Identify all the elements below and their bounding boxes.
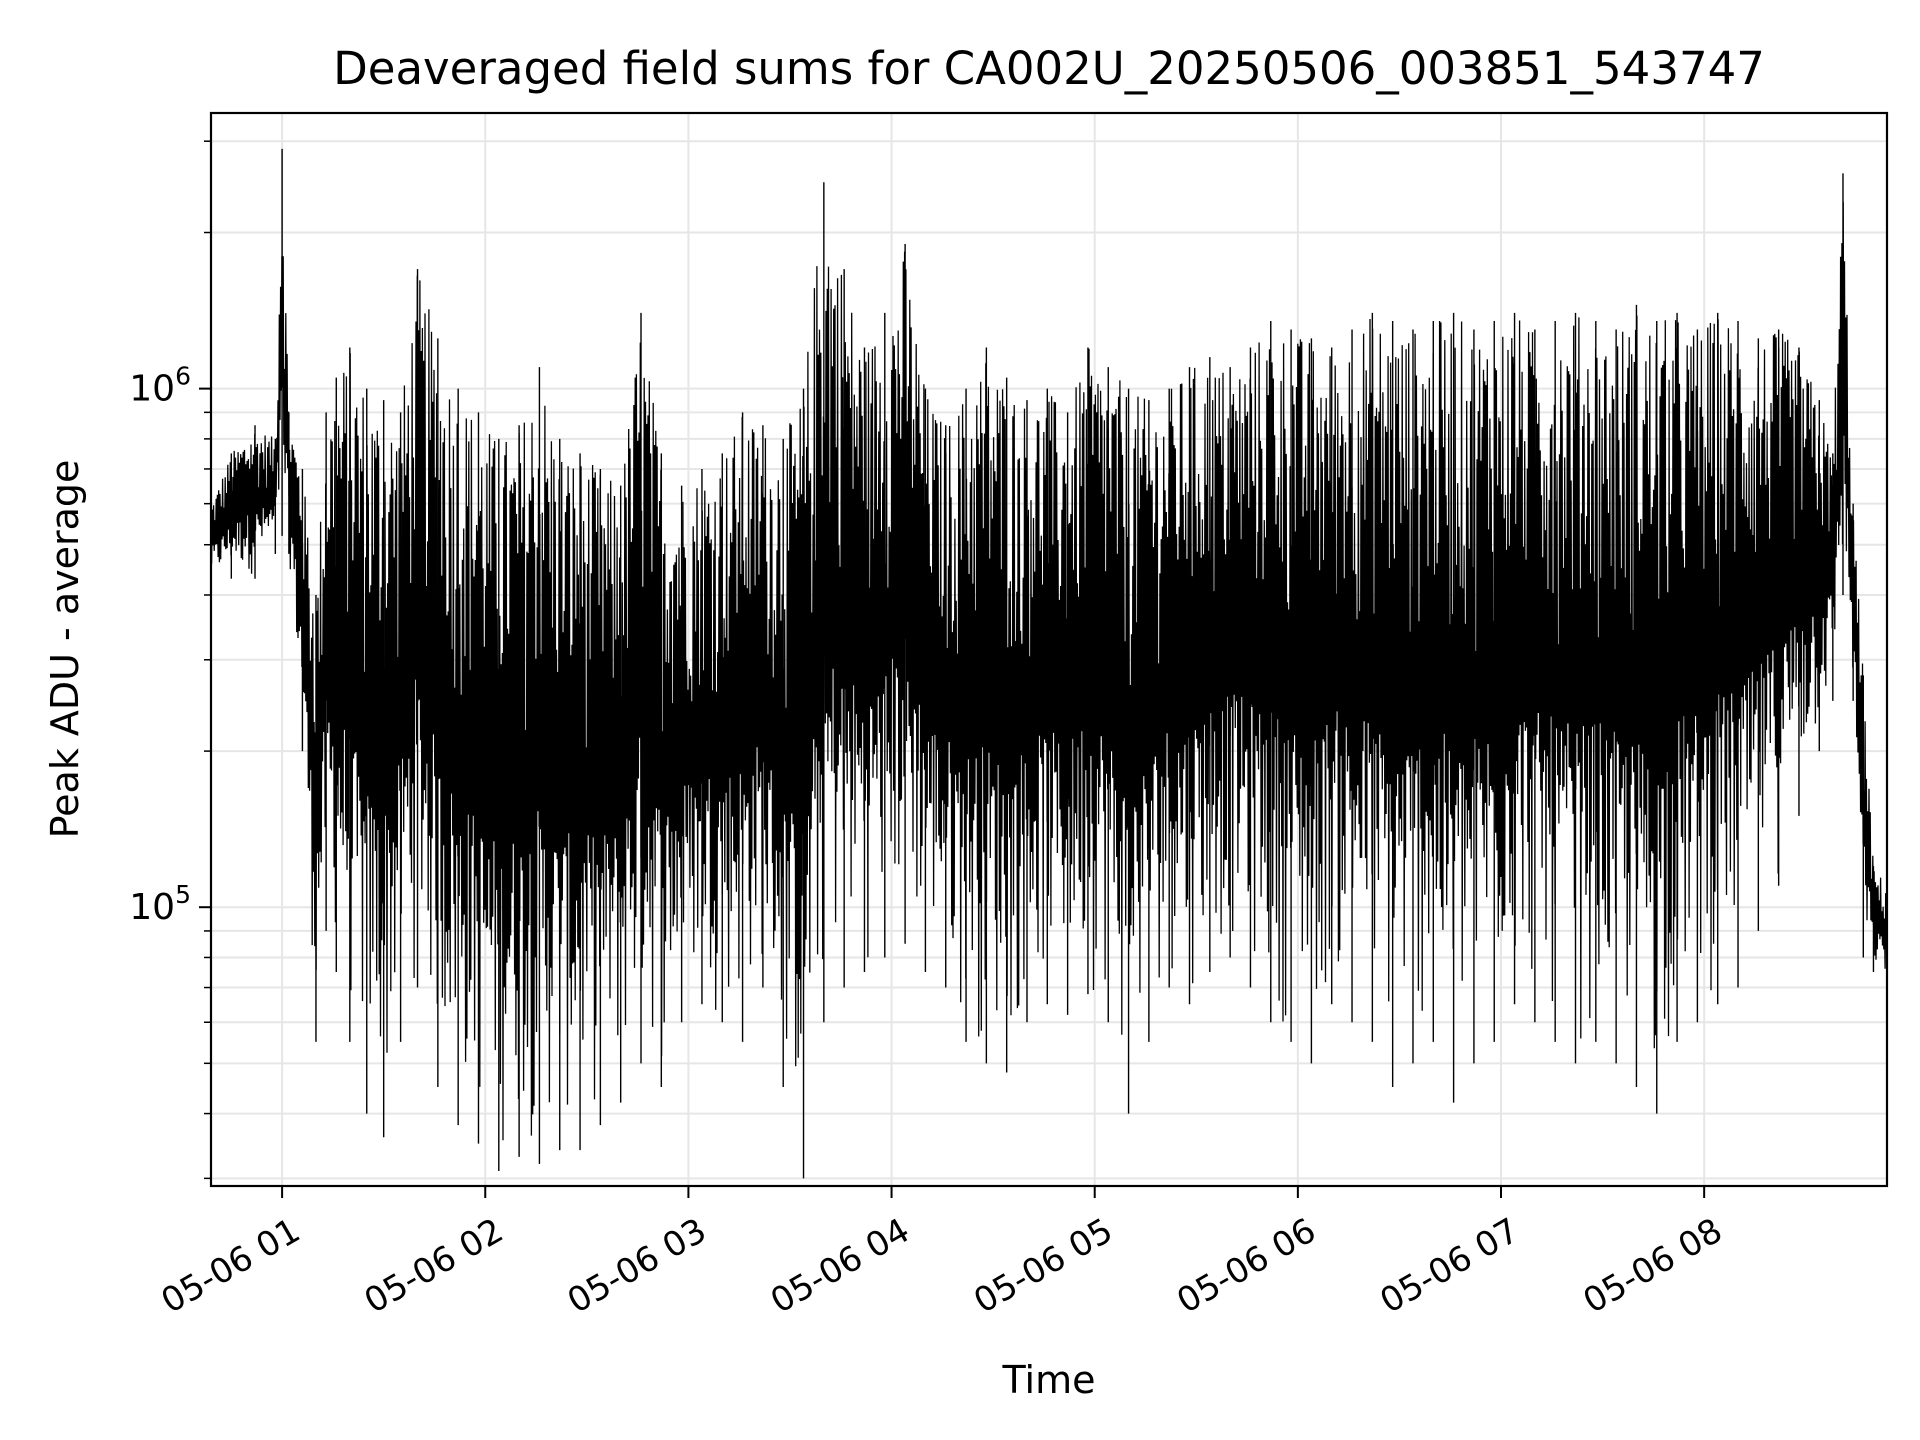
- x-axis-label: Time: [1002, 1358, 1096, 1402]
- y-tick-label: 106: [129, 362, 191, 410]
- y-tick-label-exponent: 5: [175, 880, 191, 909]
- series-area: [210, 148, 1888, 1179]
- y-axis-label: Peak ADU - average: [43, 460, 87, 839]
- series-line: [210, 202, 1888, 1141]
- y-tick-label: 105: [129, 880, 191, 928]
- y-tick-label-base: 10: [129, 887, 175, 928]
- chart-title: Deaveraged field sums for CA002U_2025050…: [333, 42, 1765, 95]
- y-tick-label-base: 10: [129, 369, 175, 410]
- y-tick-label-exponent: 6: [175, 362, 191, 391]
- plot-frame: [209, 111, 1889, 1188]
